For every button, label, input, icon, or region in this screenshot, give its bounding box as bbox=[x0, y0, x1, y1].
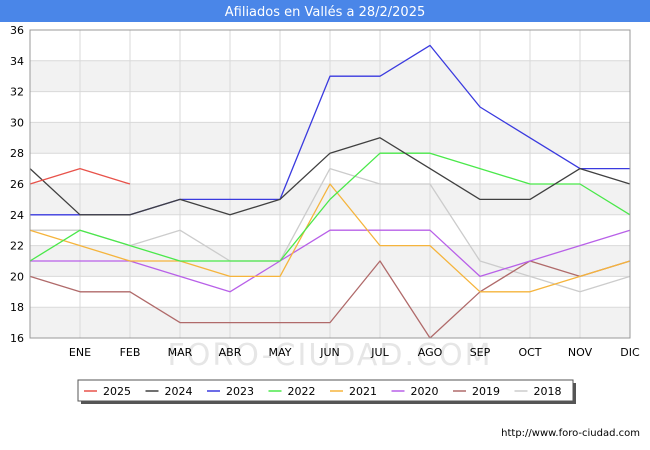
legend-box bbox=[77, 379, 574, 402]
y-tick-label: 24 bbox=[10, 209, 24, 222]
series-line-2025 bbox=[29, 167, 131, 185]
y-tick-label: 16 bbox=[10, 332, 24, 345]
legend-label-2024: 2024 bbox=[165, 385, 193, 398]
x-tick-label: SEP bbox=[470, 346, 491, 359]
y-tick-label: 30 bbox=[10, 116, 24, 129]
y-axis-ticks: 16 18 20 22 24 26 28 30 32 34 36 bbox=[10, 24, 24, 345]
source-credit: http://www.foro-ciudad.com bbox=[501, 428, 640, 439]
x-tick-label: JUN bbox=[319, 346, 340, 359]
legend-items: 2025 2024 2023 2022 2021 2020 2019 2018 bbox=[84, 385, 562, 398]
legend: 2025 2024 2023 2022 2021 2020 2019 2018 bbox=[77, 379, 576, 404]
x-tick-label: FEB bbox=[120, 346, 141, 359]
y-tick-label: 36 bbox=[10, 24, 24, 37]
legend-label-2023: 2023 bbox=[226, 385, 254, 398]
x-tick-label: NOV bbox=[568, 346, 593, 359]
legend-label-2020: 2020 bbox=[411, 385, 439, 398]
series-line-2021 bbox=[29, 183, 631, 293]
title-bar bbox=[0, 0, 650, 22]
legend-label-2025: 2025 bbox=[103, 385, 131, 398]
y-tick-label: 34 bbox=[10, 55, 24, 68]
y-tick-label: 26 bbox=[10, 178, 24, 191]
plot-frame bbox=[29, 29, 631, 339]
x-axis-ticks: ENE FEB MAR ABR MAY JUN JUL AGO SEP OCT NOV DIC bbox=[69, 346, 640, 359]
y-tick-label: 28 bbox=[10, 147, 24, 160]
y-tick-label: 32 bbox=[10, 86, 24, 99]
x-tick-label: ABR bbox=[219, 346, 242, 359]
series-line-2022 bbox=[29, 152, 631, 262]
y-tick-label: 18 bbox=[10, 301, 24, 314]
y-tick-label: 20 bbox=[10, 270, 24, 283]
legend-label-2018: 2018 bbox=[534, 385, 562, 398]
x-tick-label: ENE bbox=[69, 346, 91, 359]
x-tick-label: MAR bbox=[168, 346, 193, 359]
watermark: FORO-CIUDAD.COM bbox=[168, 338, 493, 373]
y-tick-label: 22 bbox=[10, 240, 24, 253]
grid-lines bbox=[30, 29, 630, 339]
series-line-2024 bbox=[29, 137, 631, 216]
chart-title: Afiliados en Vallés a 28/2/2025 bbox=[225, 5, 425, 20]
x-tick-label: DIC bbox=[620, 346, 640, 359]
legend-label-2019: 2019 bbox=[472, 385, 500, 398]
x-tick-label: MAY bbox=[269, 346, 292, 359]
series-lines bbox=[29, 44, 631, 339]
x-tick-label: JUL bbox=[370, 346, 389, 359]
x-tick-label: AGO bbox=[418, 346, 443, 359]
legend-label-2021: 2021 bbox=[349, 385, 377, 398]
legend-label-2022: 2022 bbox=[288, 385, 316, 398]
x-tick-label: OCT bbox=[518, 346, 541, 359]
